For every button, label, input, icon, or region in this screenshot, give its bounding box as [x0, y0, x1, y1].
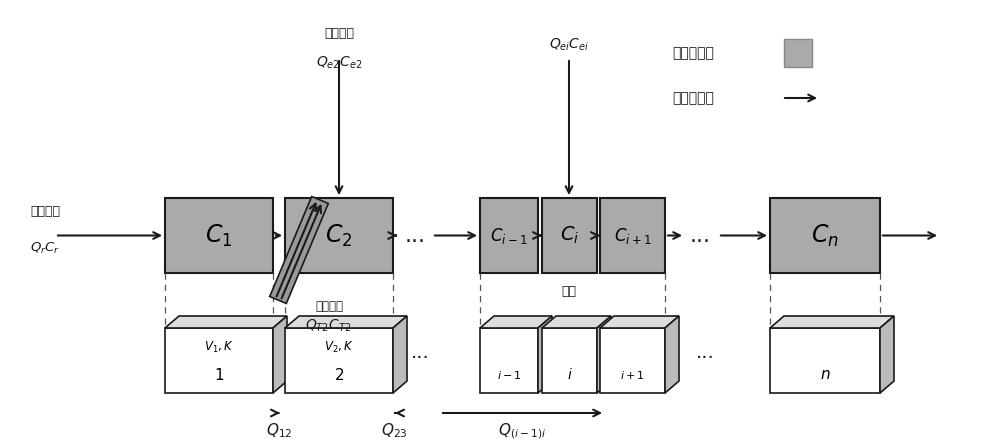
- Bar: [165, 198, 273, 273]
- Text: $i$: $i$: [567, 367, 572, 382]
- Text: $C_{i+1}$: $C_{i+1}$: [614, 225, 651, 246]
- Bar: [480, 198, 538, 273]
- Text: $V_2, K$: $V_2, K$: [324, 340, 354, 355]
- Text: $\boldsymbol{Q_{23}}$: $\boldsymbol{Q_{23}}$: [381, 421, 407, 439]
- Polygon shape: [165, 316, 287, 328]
- Polygon shape: [542, 316, 611, 328]
- Polygon shape: [285, 316, 407, 328]
- Polygon shape: [880, 316, 894, 393]
- Text: 上游来水: 上游来水: [30, 204, 60, 217]
- Polygon shape: [393, 316, 407, 393]
- Bar: [600, 198, 665, 273]
- Bar: [480, 328, 538, 393]
- Bar: [600, 328, 665, 393]
- Polygon shape: [597, 316, 611, 393]
- Text: $V_1, K$: $V_1, K$: [204, 340, 234, 355]
- Text: 污水输入: 污水输入: [324, 27, 354, 40]
- Polygon shape: [600, 316, 679, 328]
- Text: $1$: $1$: [214, 367, 224, 383]
- Text: ...: ...: [696, 343, 714, 362]
- Text: $C_2$: $C_2$: [325, 222, 353, 249]
- Polygon shape: [270, 197, 328, 303]
- Text: 河段划分：: 河段划分：: [672, 46, 714, 60]
- Text: $Q_{ei}C_{ei}$: $Q_{ei}C_{ei}$: [549, 37, 589, 53]
- Text: 负荷输入：: 负荷输入：: [672, 91, 714, 105]
- Text: $C_i$: $C_i$: [560, 225, 579, 246]
- Polygon shape: [273, 316, 287, 393]
- Polygon shape: [538, 316, 552, 393]
- Text: ...: ...: [690, 225, 710, 246]
- Text: $C_1$: $C_1$: [205, 222, 233, 249]
- Bar: [285, 198, 393, 273]
- Bar: [285, 328, 393, 393]
- Text: 分段: 分段: [562, 285, 576, 298]
- Bar: [542, 328, 597, 393]
- Text: $2$: $2$: [334, 367, 344, 383]
- Text: ...: ...: [404, 225, 426, 246]
- Text: $Q_{T2}C_{T2}$: $Q_{T2}C_{T2}$: [305, 318, 351, 334]
- Bar: [165, 328, 273, 393]
- Text: $C_{i-1}$: $C_{i-1}$: [490, 225, 528, 246]
- Bar: [770, 198, 880, 273]
- Text: $i+1$: $i+1$: [620, 369, 645, 381]
- Text: $n$: $n$: [820, 367, 830, 382]
- Text: $Q_{e2}C_{e2}$: $Q_{e2}C_{e2}$: [316, 55, 362, 71]
- Bar: [784, 39, 812, 67]
- Bar: [770, 328, 880, 393]
- Text: $i-1$: $i-1$: [497, 369, 521, 381]
- Polygon shape: [480, 316, 552, 328]
- Text: 支流汇入: 支流汇入: [315, 300, 343, 313]
- Text: $C_n$: $C_n$: [811, 222, 839, 249]
- Bar: [542, 198, 597, 273]
- Polygon shape: [770, 316, 894, 328]
- Text: $\boldsymbol{Q_{12}}$: $\boldsymbol{Q_{12}}$: [266, 421, 292, 439]
- Polygon shape: [665, 316, 679, 393]
- Text: $Q_rC_r$: $Q_rC_r$: [30, 241, 60, 256]
- Text: ...: ...: [411, 343, 429, 362]
- Text: $\boldsymbol{Q_{(i-1)i}}$: $\boldsymbol{Q_{(i-1)i}}$: [498, 421, 546, 440]
